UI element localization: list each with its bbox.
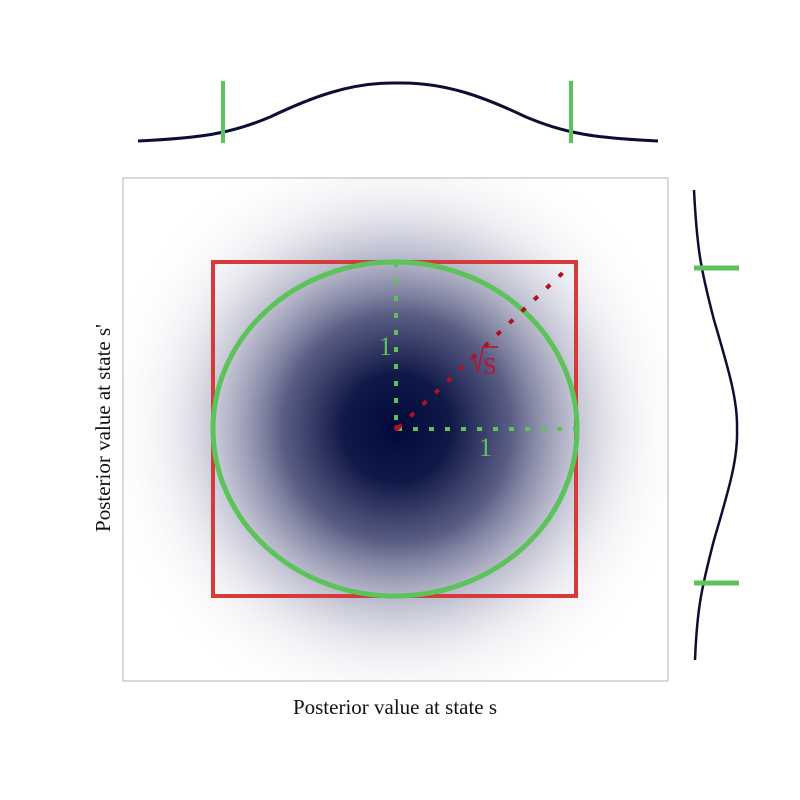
- radius-label-symbol: S: [483, 354, 496, 380]
- radical-sign: [469, 346, 498, 373]
- unit-label-vertical: 1: [379, 332, 392, 361]
- radius-label: S: [469, 346, 498, 380]
- top-marginal-curve: [137, 81, 659, 143]
- unit-label-horizontal: 1: [479, 433, 492, 462]
- panel-frame: [122, 177, 669, 682]
- top-marginal: [137, 81, 659, 143]
- right-marginal-curve: [692, 189, 739, 661]
- x-axis-label: Posterior value at state s: [293, 695, 497, 719]
- y-axis-label: Posterior value at state s': [91, 324, 115, 532]
- center-point: [394, 425, 400, 431]
- right-marginal: [692, 189, 739, 661]
